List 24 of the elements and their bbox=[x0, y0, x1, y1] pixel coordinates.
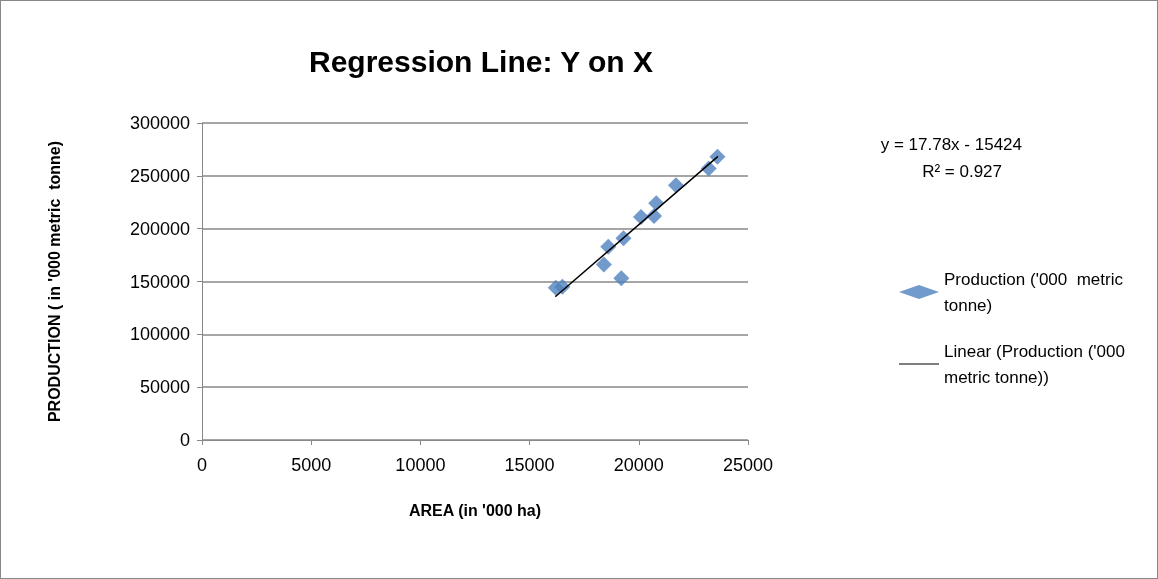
y-tick-label: 150000 bbox=[129, 271, 190, 292]
y-axis-title: PRODUCTION ( in '000 metric tonne) bbox=[45, 140, 63, 423]
y-tick-label: 200000 bbox=[129, 218, 190, 239]
x-tick-label: 5000 bbox=[291, 455, 332, 475]
x-tick-label: 25000 bbox=[722, 455, 774, 475]
point bbox=[709, 148, 726, 165]
legend-label: Production ('000 metric tonne) bbox=[944, 269, 1128, 315]
point bbox=[595, 256, 612, 273]
legend-label: Linear (Production ('000 metric tonne)) bbox=[944, 341, 1130, 387]
x-tick-label: 0 bbox=[196, 455, 208, 475]
y-tick-label: 250000 bbox=[129, 165, 190, 186]
x-tick-label: 10000 bbox=[395, 455, 446, 475]
y-tick-label: 0 bbox=[179, 430, 190, 450]
x-tick-label: 20000 bbox=[613, 455, 664, 475]
point bbox=[667, 177, 684, 194]
y-tick-label: 50000 bbox=[139, 377, 190, 398]
point bbox=[613, 270, 630, 287]
x-axis-title: AREA (in '000 ha) bbox=[408, 501, 542, 519]
chart-title: Regression Line: Y on X bbox=[309, 44, 653, 78]
x-tick-label: 15000 bbox=[504, 455, 555, 475]
y-tick-label: 100000 bbox=[129, 324, 190, 345]
text: R² = 0.927 bbox=[922, 162, 1003, 181]
y-tick-label: 300000 bbox=[129, 113, 190, 133]
text: y = 17.78x - 15424 bbox=[880, 135, 1022, 154]
